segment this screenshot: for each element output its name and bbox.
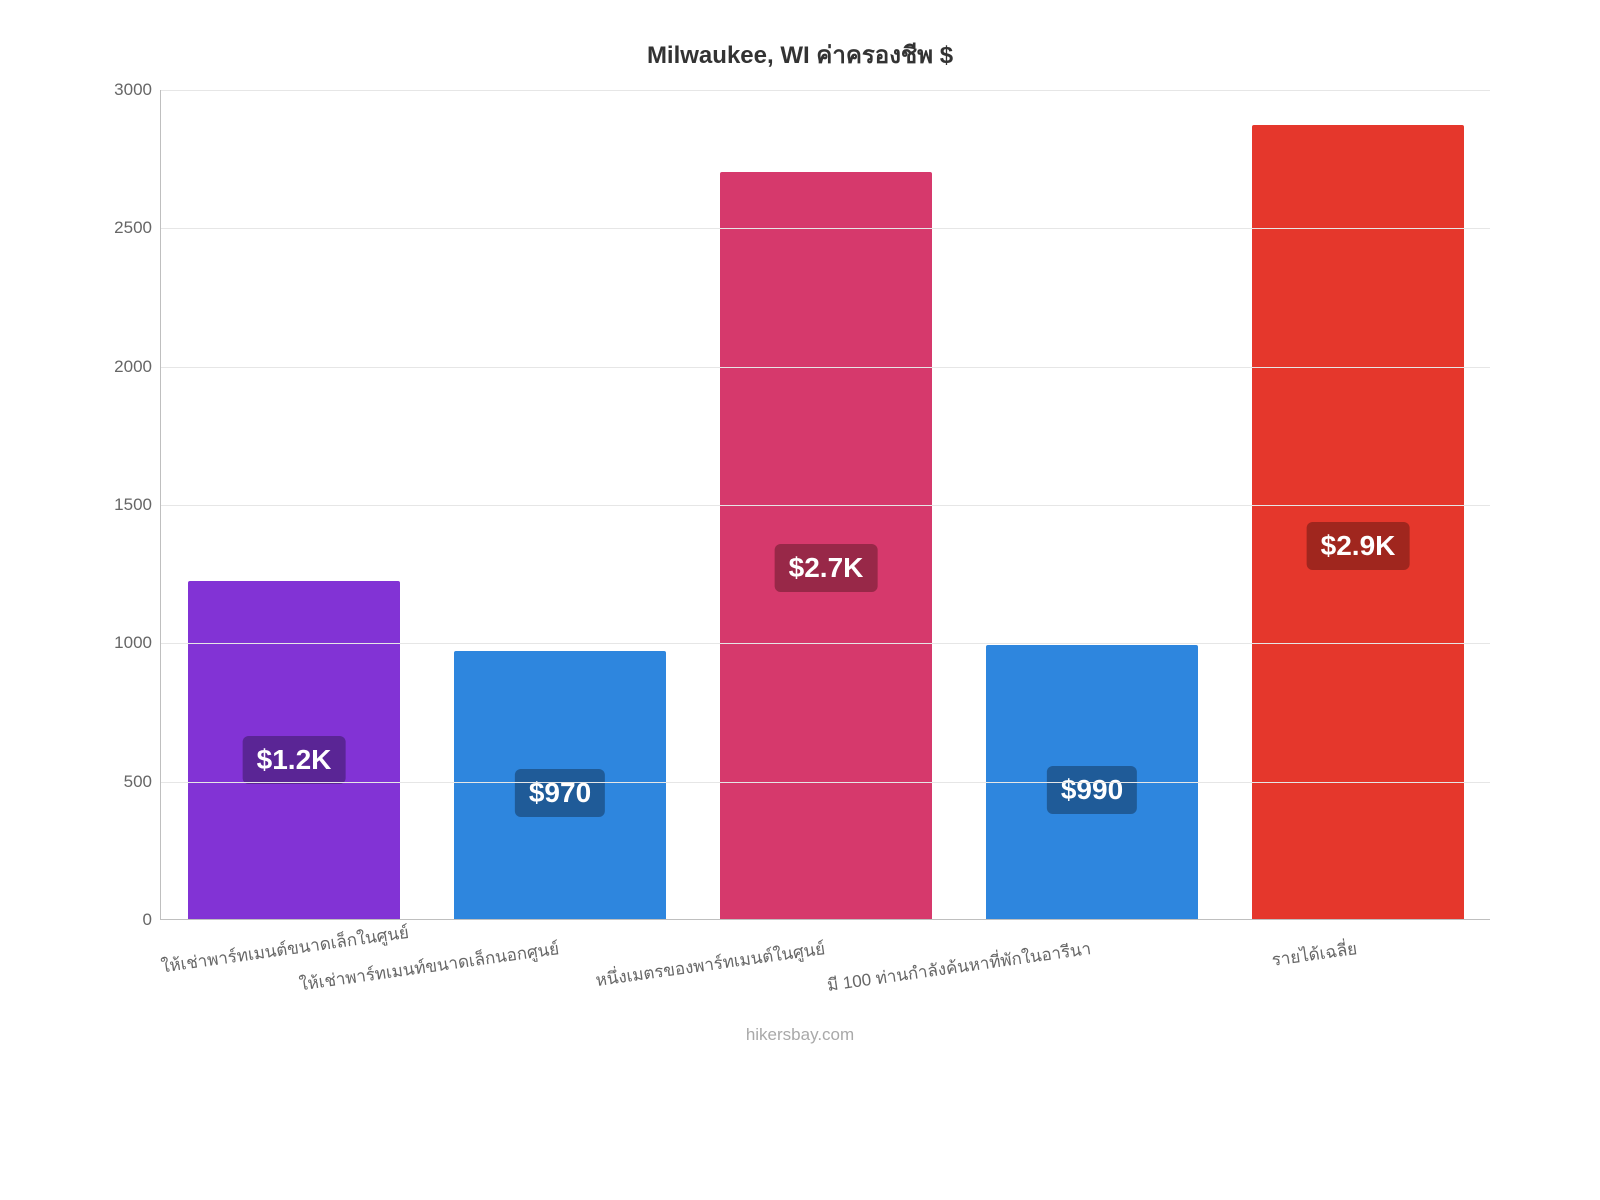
chart-title: Milwaukee, WI ค่าครองชีพ $ bbox=[90, 35, 1510, 74]
y-gridline bbox=[161, 643, 1490, 644]
y-tick-label: 1500 bbox=[92, 495, 152, 515]
plot-area: $1.2K $970 $2.7K $990 $2.9K bbox=[160, 90, 1490, 920]
bar-value-label: $2.9K bbox=[1307, 522, 1410, 570]
y-gridline bbox=[161, 505, 1490, 506]
y-tick-label: 3000 bbox=[92, 80, 152, 100]
x-category-label: ให้เช่าพาร์ทเมนต์ขนาดเล็กในศูนย์ bbox=[159, 935, 294, 980]
y-tick-label: 2000 bbox=[92, 357, 152, 377]
y-tick-label: 0 bbox=[92, 910, 152, 930]
bar-value-label: $970 bbox=[515, 769, 605, 817]
y-tick-label: 500 bbox=[92, 772, 152, 792]
y-gridline bbox=[161, 90, 1490, 91]
chart-container: Milwaukee, WI ค่าครองชีพ $ $1.2K $970 $2.7… bbox=[90, 35, 1510, 975]
bar-value-label: $1.2K bbox=[243, 736, 346, 784]
y-gridline bbox=[161, 782, 1490, 783]
bar-value-label: $990 bbox=[1047, 766, 1137, 814]
y-tick-label: 1000 bbox=[92, 633, 152, 653]
attribution-text: hikersbay.com bbox=[0, 1025, 1600, 1045]
y-gridline bbox=[161, 367, 1490, 368]
y-tick-label: 2500 bbox=[92, 218, 152, 238]
y-gridline bbox=[161, 228, 1490, 229]
bar-value-label: $2.7K bbox=[775, 544, 878, 592]
x-axis-labels: ให้เช่าพาร์ทเมนต์ขนาดเล็กในศูนย์ให้เช่าพ… bbox=[160, 923, 1490, 1013]
